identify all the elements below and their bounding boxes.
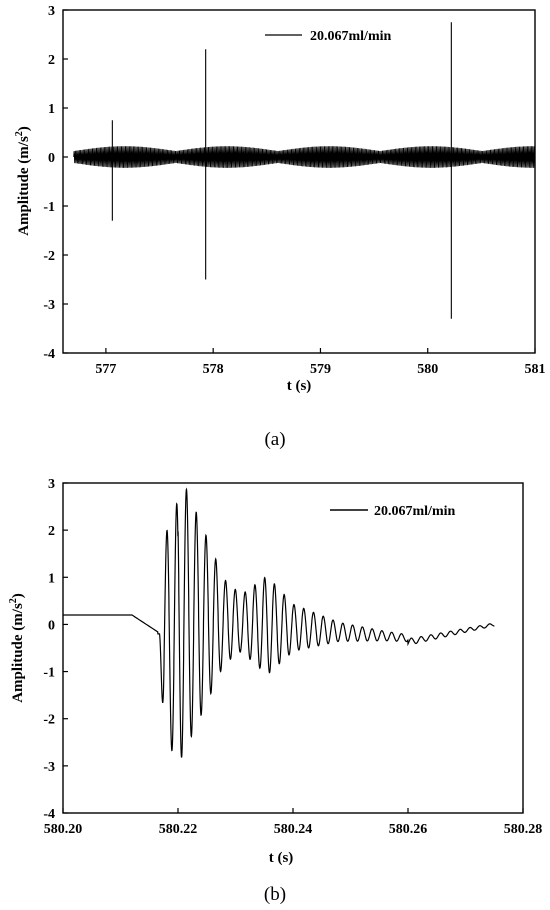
chart-b-y-tick-label: -3 <box>43 760 55 775</box>
chart-a-panel-caption: (a) <box>264 429 285 450</box>
chart-b-y-label-sup: 2 <box>8 598 19 603</box>
chart-a-series-line <box>73 146 536 168</box>
chart-a-x-tick-label: 577 <box>95 362 116 377</box>
chart-a-panel-letter: a <box>271 429 280 450</box>
chart-b-series-line <box>63 487 495 758</box>
chart-b-y-label: Amplitude (m/s2) <box>8 593 26 703</box>
chart-a-y-tick-label: 1 <box>48 102 55 117</box>
chart-a-y-ticks: 3 2 1 0 -1 -2 -3 -4 <box>43 4 68 362</box>
chart-a-y-label-text: Amplitude (m/s <box>16 136 32 236</box>
chart-b-x-label: t (s) <box>269 850 294 866</box>
chart-a-y-tick-label: 2 <box>48 53 55 68</box>
chart-a-y-tick-label: -3 <box>43 298 55 313</box>
chart-a-y-label-sup: 2 <box>14 131 25 136</box>
chart-b-x-tick-label: 580.22 <box>159 822 198 837</box>
chart-b-y-ticks: 3 2 1 0 -1 -2 -3 -4 <box>43 477 68 822</box>
chart-b-y-tick-label: -4 <box>43 807 55 822</box>
chart-b-panel-caption: (b) <box>264 884 286 905</box>
chart-b-y-tick-label: 0 <box>48 618 55 633</box>
chart-b-y-label-close: ) <box>10 593 26 598</box>
chart-a-y-tick-label: -1 <box>43 200 55 215</box>
chart-a-x-tick-label: 581 <box>525 362 546 377</box>
chart-a-x-tick-label: 579 <box>310 362 331 377</box>
chart-b-y-tick-label: 3 <box>48 477 55 492</box>
chart-a-y-tick-label: 0 <box>48 151 55 166</box>
chart-a-y-label: Amplitude (m/s2) <box>14 126 32 236</box>
chart-b-y-tick-label: -1 <box>43 666 55 681</box>
chart-a-y-tick-label: -4 <box>43 347 55 362</box>
chart-b-plot-frame <box>62 482 524 814</box>
chart-a-y-tick-label: 3 <box>48 4 55 19</box>
chart-b-x-tick-label: 580.28 <box>504 822 543 837</box>
chart-a-y-tick-label: -2 <box>43 249 55 264</box>
chart-a-y-label-close: ) <box>16 126 32 131</box>
chart-b-y-tick-label: -2 <box>43 713 55 728</box>
chart-a-plot-frame <box>62 9 536 354</box>
chart-b-x-tick-label: 580.26 <box>389 822 428 837</box>
chart-b-y-tick-label: 2 <box>48 524 55 539</box>
chart-a-legend-label: 20.067ml/min <box>310 29 391 44</box>
chart-b-x-tick-label: 580.20 <box>44 822 83 837</box>
chart-b-x-tick-label: 580.24 <box>274 822 313 837</box>
chart-b-x-ticks: 580.20 580.22 580.24 580.26 580.28 <box>44 808 543 837</box>
chart-a-x-ticks: 577 578 579 580 581 <box>95 348 546 377</box>
chart-a-x-tick-label: 578 <box>203 362 224 377</box>
chart-b-y-tick-label: 1 <box>48 571 55 586</box>
chart-a-x-label: t (s) <box>287 378 312 394</box>
chart-b-panel-letter: b <box>270 884 280 905</box>
chart-b-legend-label: 20.067ml/min <box>374 504 455 519</box>
chart-b-y-label-text: Amplitude (m/s <box>10 603 26 703</box>
chart-a-spikes <box>111 22 452 319</box>
chart-a-x-tick-label: 580 <box>417 362 438 377</box>
chart-a: 3 2 1 0 -1 -2 -3 -4 577 578 579 580 581 20.067ml/mi… <box>14 4 546 450</box>
